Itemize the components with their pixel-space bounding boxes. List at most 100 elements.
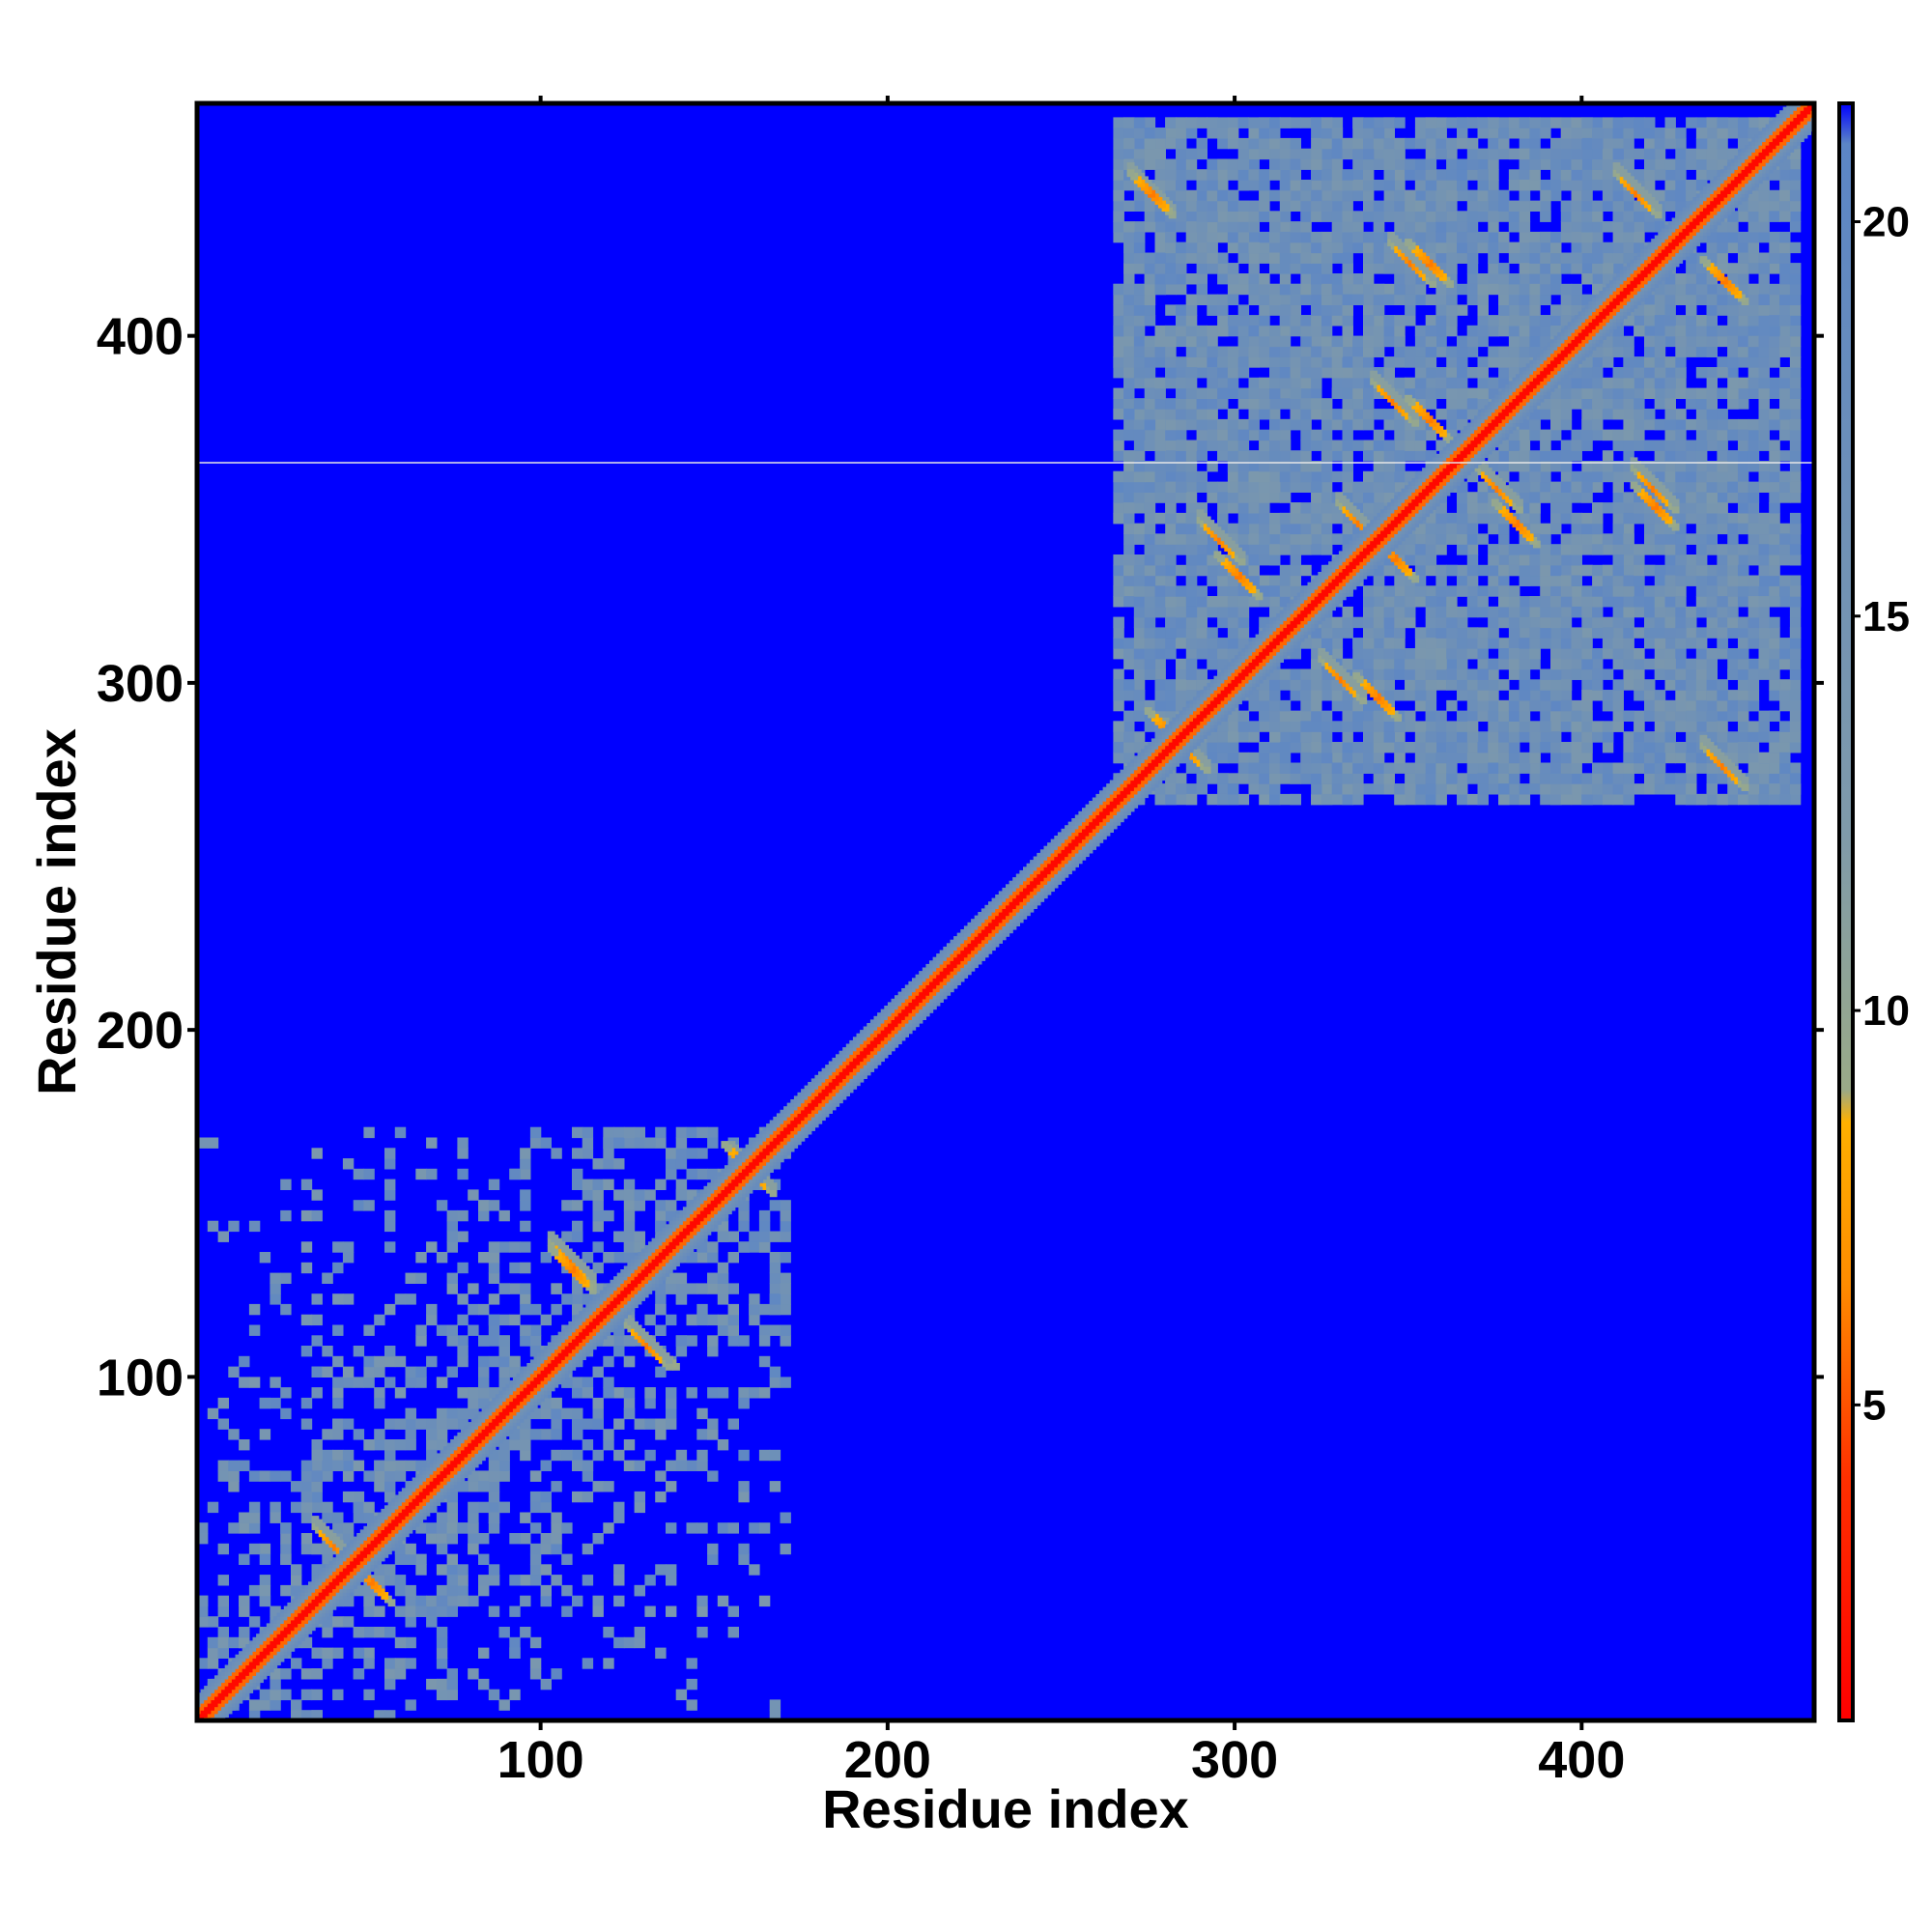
heatmap-cell bbox=[1435, 533, 1447, 545]
heatmap-cell bbox=[1466, 492, 1479, 503]
heatmap-cell bbox=[300, 1543, 313, 1555]
heatmap-cell bbox=[1259, 387, 1270, 399]
heatmap-cell bbox=[1769, 481, 1780, 493]
heatmap-cell bbox=[1560, 502, 1573, 514]
heatmap-cell bbox=[1144, 564, 1156, 577]
heatmap-cell bbox=[1519, 627, 1531, 639]
heatmap-cell bbox=[1373, 440, 1385, 451]
heatmap-cell bbox=[1466, 596, 1479, 608]
heatmap-cell bbox=[1269, 387, 1281, 399]
heatmap-cell bbox=[1311, 502, 1322, 514]
heatmap-cell bbox=[488, 1200, 500, 1211]
heatmap-cell bbox=[1113, 752, 1124, 764]
heatmap-cell bbox=[707, 1346, 719, 1357]
heatmap-cell bbox=[592, 1241, 604, 1253]
heatmap-cell bbox=[1394, 409, 1406, 420]
heatmap-cell bbox=[520, 1283, 531, 1294]
heatmap-cell bbox=[1311, 699, 1322, 712]
heatmap-cell bbox=[394, 1126, 407, 1139]
heatmap-cell bbox=[1540, 325, 1551, 337]
heatmap-cell bbox=[1269, 409, 1281, 420]
heatmap-cell bbox=[259, 1470, 271, 1482]
heatmap-cell bbox=[1279, 221, 1292, 233]
heatmap-cell bbox=[561, 1584, 573, 1597]
heatmap-cell bbox=[1133, 627, 1146, 639]
heatmap-cell bbox=[405, 1658, 416, 1669]
heatmap-cell bbox=[1560, 450, 1573, 462]
heatmap-cell bbox=[1373, 627, 1385, 639]
heatmap-cell bbox=[1321, 783, 1333, 795]
heatmap-cell bbox=[280, 1303, 292, 1316]
heatmap-cell bbox=[1352, 189, 1364, 202]
heatmap-cell bbox=[1196, 263, 1208, 274]
heatmap-cell bbox=[384, 1355, 396, 1368]
heatmap-cell bbox=[738, 1200, 750, 1211]
heatmap-cell bbox=[1300, 731, 1312, 743]
heatmap-cell bbox=[1414, 638, 1427, 649]
heatmap-cell bbox=[1113, 721, 1124, 732]
heatmap-cell bbox=[1592, 793, 1604, 806]
heatmap-cell bbox=[1133, 461, 1146, 472]
heatmap-cell bbox=[1414, 658, 1427, 670]
heatmap-cell bbox=[1300, 481, 1312, 493]
heatmap-cell bbox=[1446, 752, 1458, 764]
heatmap-cell bbox=[1550, 450, 1562, 462]
heatmap-cell bbox=[1466, 200, 1479, 212]
heatmap-cell bbox=[291, 1501, 302, 1514]
heatmap-cell bbox=[1758, 585, 1770, 597]
heatmap-cell bbox=[1540, 616, 1551, 629]
heatmap-cell bbox=[529, 1668, 542, 1680]
heatmap-cell bbox=[1237, 544, 1250, 555]
heatmap-cell bbox=[1352, 648, 1364, 660]
heatmap-cell bbox=[623, 1189, 636, 1201]
heatmap-cell bbox=[1279, 450, 1292, 462]
heatmap-cell bbox=[1383, 128, 1395, 139]
heatmap-cell bbox=[1133, 137, 1146, 150]
heatmap-cell bbox=[478, 1366, 490, 1378]
heatmap-cell bbox=[613, 1137, 625, 1149]
heatmap-cell bbox=[603, 1179, 614, 1190]
heatmap-cell bbox=[1508, 783, 1520, 795]
heatmap-cell bbox=[1383, 450, 1395, 462]
heatmap-cell bbox=[1259, 762, 1270, 774]
heatmap-cell bbox=[342, 1460, 355, 1471]
heatmap-cell bbox=[353, 1627, 365, 1638]
heatmap-cell bbox=[1686, 335, 1697, 348]
heatmap-cell bbox=[1133, 335, 1146, 348]
heatmap-cell bbox=[415, 1522, 427, 1534]
heatmap-cell bbox=[1363, 325, 1375, 337]
heatmap-cell bbox=[1686, 699, 1697, 712]
heatmap-cell bbox=[1540, 710, 1551, 722]
heatmap-cell bbox=[686, 1522, 697, 1534]
heatmap-cell bbox=[446, 1689, 458, 1701]
heatmap-cell bbox=[1363, 606, 1375, 618]
heatmap-cell bbox=[353, 1200, 365, 1211]
heatmap-cell bbox=[374, 1710, 385, 1720]
heatmap-cell bbox=[1227, 783, 1239, 795]
heatmap-cell bbox=[1425, 679, 1437, 691]
heatmap-cell bbox=[1560, 554, 1573, 566]
heatmap-cell bbox=[1634, 544, 1645, 555]
heatmap-cell bbox=[1446, 387, 1458, 399]
heatmap-cell bbox=[488, 1501, 500, 1514]
heatmap-cell bbox=[1446, 418, 1458, 431]
heatmap-cell bbox=[1300, 325, 1312, 337]
heatmap-cell bbox=[488, 1272, 500, 1284]
heatmap-cell bbox=[603, 1137, 614, 1149]
heatmap-cell bbox=[1342, 470, 1353, 483]
heatmap-cell bbox=[1466, 409, 1479, 420]
heatmap-cell bbox=[394, 1658, 407, 1669]
heatmap-cell bbox=[1383, 606, 1395, 618]
heatmap-cell bbox=[655, 1647, 667, 1659]
heatmap-cell bbox=[1331, 627, 1344, 639]
heatmap-cell bbox=[1425, 335, 1437, 348]
heatmap-cell bbox=[1675, 658, 1687, 670]
heatmap-cell bbox=[1207, 773, 1218, 784]
heatmap-cell bbox=[1176, 450, 1187, 462]
heatmap-cell bbox=[1519, 783, 1531, 795]
heatmap-cell bbox=[1207, 387, 1218, 399]
heatmap-cell bbox=[1581, 564, 1593, 577]
heatmap-cell bbox=[1352, 387, 1364, 399]
heatmap-cell bbox=[1446, 616, 1458, 629]
heatmap-cell bbox=[634, 1418, 645, 1430]
